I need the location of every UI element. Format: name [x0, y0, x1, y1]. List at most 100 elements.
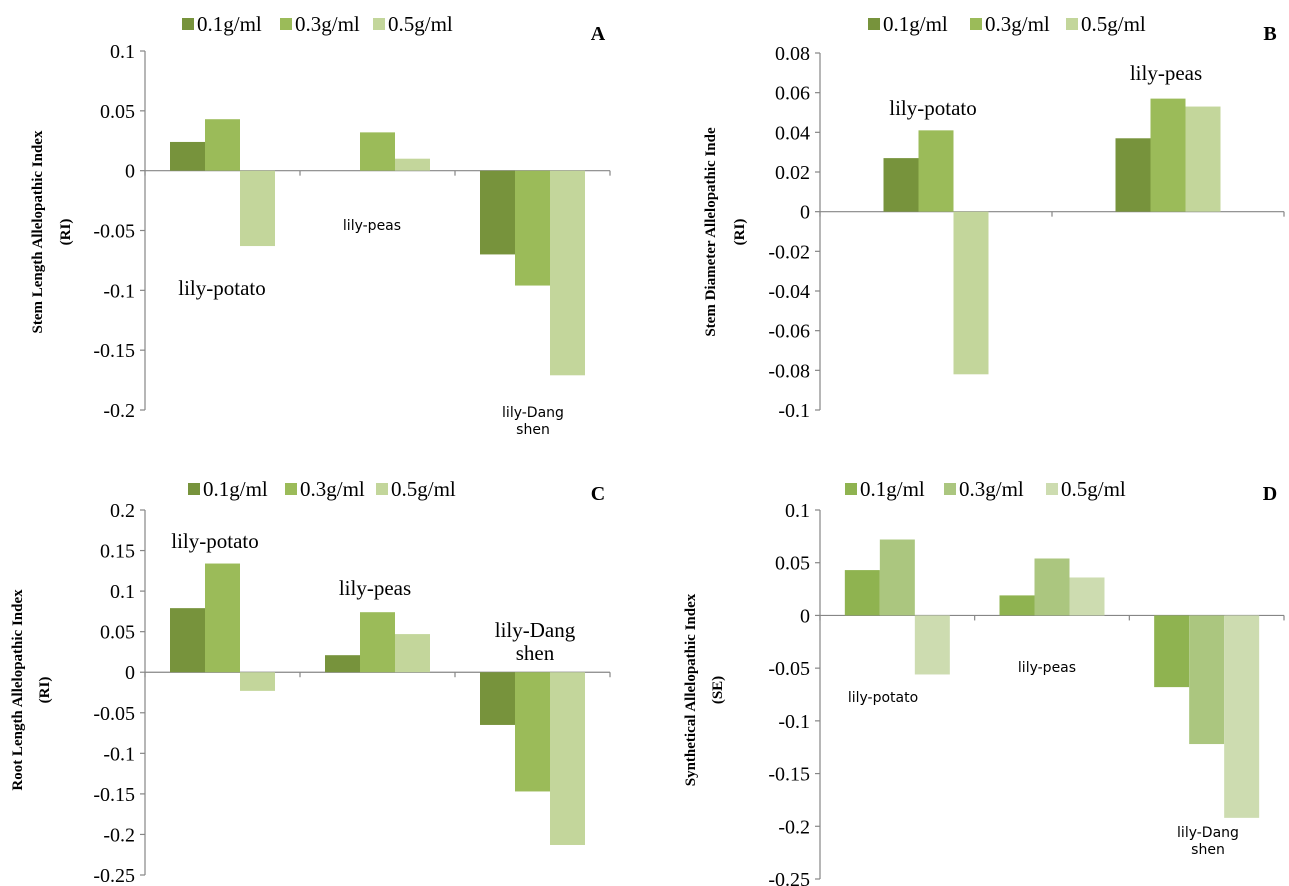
y-axis-label-unit: (RI) [37, 677, 53, 704]
bar [550, 170, 585, 376]
bar [240, 170, 275, 247]
category-label-line: lily-peas [1018, 660, 1076, 676]
legend-swatch [1066, 18, 1078, 30]
legend-label: 0.3g/ml [295, 12, 360, 36]
y-tick-label: -0.2 [103, 824, 135, 846]
category-label-line: lily-Dang [502, 405, 564, 421]
panel-letter: B [1263, 23, 1276, 45]
legend-label: 0.3g/ml [959, 477, 1024, 501]
category-label: lily-Dang shen [1177, 825, 1239, 858]
bar [205, 119, 240, 171]
y-tick-label: -0.05 [768, 658, 810, 680]
y-tick-label: 0.05 [100, 101, 135, 123]
y-tick-label: -0.25 [93, 865, 135, 886]
y-axis-label: Root Length Allelopathic Index [10, 589, 26, 791]
bar [999, 595, 1035, 616]
y-axis-label: Stem Length Allelopathic Index [30, 130, 46, 333]
y-tick-label: 0.15 [100, 541, 135, 563]
category-label-line: lily-peas [1130, 61, 1202, 85]
y-tick-label: -0.15 [93, 784, 135, 806]
y-tick-label: 0 [125, 161, 135, 183]
bar [1034, 558, 1070, 616]
category-label-line: lily-peas [339, 576, 411, 600]
bar [844, 570, 880, 616]
y-tick-label: 0.02 [775, 162, 810, 184]
legend-label: 0.5g/ml [1081, 12, 1146, 36]
category-label-line: lily-potato [178, 276, 266, 300]
legend-label: 0.3g/ml [985, 12, 1050, 36]
bar [205, 563, 240, 673]
category-label-line: shen [1191, 842, 1225, 858]
y-tick-label: -0.15 [93, 340, 135, 362]
y-tick-label: -0.05 [93, 703, 135, 725]
bar [480, 170, 515, 255]
y-tick-label: -0.1 [778, 711, 810, 733]
legend-label: 0.5g/ml [391, 477, 456, 501]
chart-panel-a: 0.1 0.05 0 -0.05 -0.1 -0.15 -0.2 lily-potato lil… [30, 12, 611, 438]
bar [1115, 138, 1151, 212]
bar [1189, 615, 1225, 745]
legend-swatch [868, 18, 880, 30]
legend-swatch [188, 483, 200, 495]
legend-swatch [376, 483, 388, 495]
category-label-line: lily-potato [889, 96, 977, 120]
legend-swatch [280, 18, 292, 30]
y-tick-label: -0.02 [768, 241, 810, 263]
y-tick-label: -0.06 [768, 321, 810, 343]
bar [360, 132, 395, 171]
bar [360, 612, 395, 673]
legend-label: 0.3g/ml [300, 477, 365, 501]
y-axis-label: Stem Diameter Allelopathic Inde [703, 127, 719, 337]
y-tick-label: -0.1 [778, 400, 810, 422]
bar [395, 158, 430, 171]
bar [395, 634, 430, 673]
category-label: lily-potato [178, 276, 266, 300]
y-tick-label: -0.1 [103, 743, 135, 765]
y-tick-label: -0.08 [768, 360, 810, 382]
bar [953, 211, 989, 375]
panel-letter: D [1263, 483, 1277, 505]
legend-label: 0.1g/ml [203, 477, 268, 501]
bar [914, 615, 950, 675]
legend-label: 0.1g/ml [860, 477, 925, 501]
category-label-line: shen [516, 422, 550, 438]
legend-swatch [285, 483, 297, 495]
y-tick-label: 0.1 [785, 500, 810, 522]
category-label: lily-potato [848, 690, 918, 706]
bar [1150, 98, 1186, 212]
category-label: lily-peas [1130, 61, 1202, 85]
legend-swatch [1046, 483, 1058, 495]
y-axis-label-unit: (RI) [732, 219, 748, 246]
category-label-line: lily-Dang [495, 618, 576, 642]
y-tick-label: -0.04 [768, 281, 810, 303]
y-tick-label: -0.1 [103, 280, 135, 302]
bar [1224, 615, 1260, 818]
legend-label: 0.5g/ml [1061, 477, 1126, 501]
chart-panel-b: 0.08 0.06 0.04 0.02 0 -0.02 -0.04 -0.06 -0.08 -0.… [703, 12, 1285, 422]
y-tick-label: 0.06 [775, 83, 810, 105]
bar [515, 170, 550, 286]
bar [480, 672, 515, 725]
y-tick-label: 0.1 [110, 581, 135, 603]
legend-swatch [182, 18, 194, 30]
category-label-line: shen [516, 641, 555, 665]
y-axis-label-unit: (RI) [58, 219, 74, 246]
category-label-line: lily-potato [848, 690, 918, 706]
bar [325, 655, 360, 673]
category-label: lily-potato [171, 529, 259, 553]
bar [1154, 615, 1190, 688]
y-tick-label: 0 [800, 605, 810, 627]
bar [879, 539, 915, 616]
category-label: lily-peas [339, 576, 411, 600]
bar [918, 130, 954, 212]
y-tick-label: -0.2 [778, 816, 810, 838]
chart-panel-c: 0.2 0.15 0.1 0.05 0 -0.05 -0.1 -0.15 -0.2 -0.25 li… [10, 477, 611, 886]
y-tick-label: -0.25 [768, 869, 810, 886]
category-label: lily-potato [889, 96, 977, 120]
bar [170, 141, 205, 171]
category-label: lily-peas [1018, 660, 1076, 676]
bar [1185, 106, 1221, 212]
category-label: lily-peas [343, 218, 401, 234]
legend-swatch [970, 18, 982, 30]
